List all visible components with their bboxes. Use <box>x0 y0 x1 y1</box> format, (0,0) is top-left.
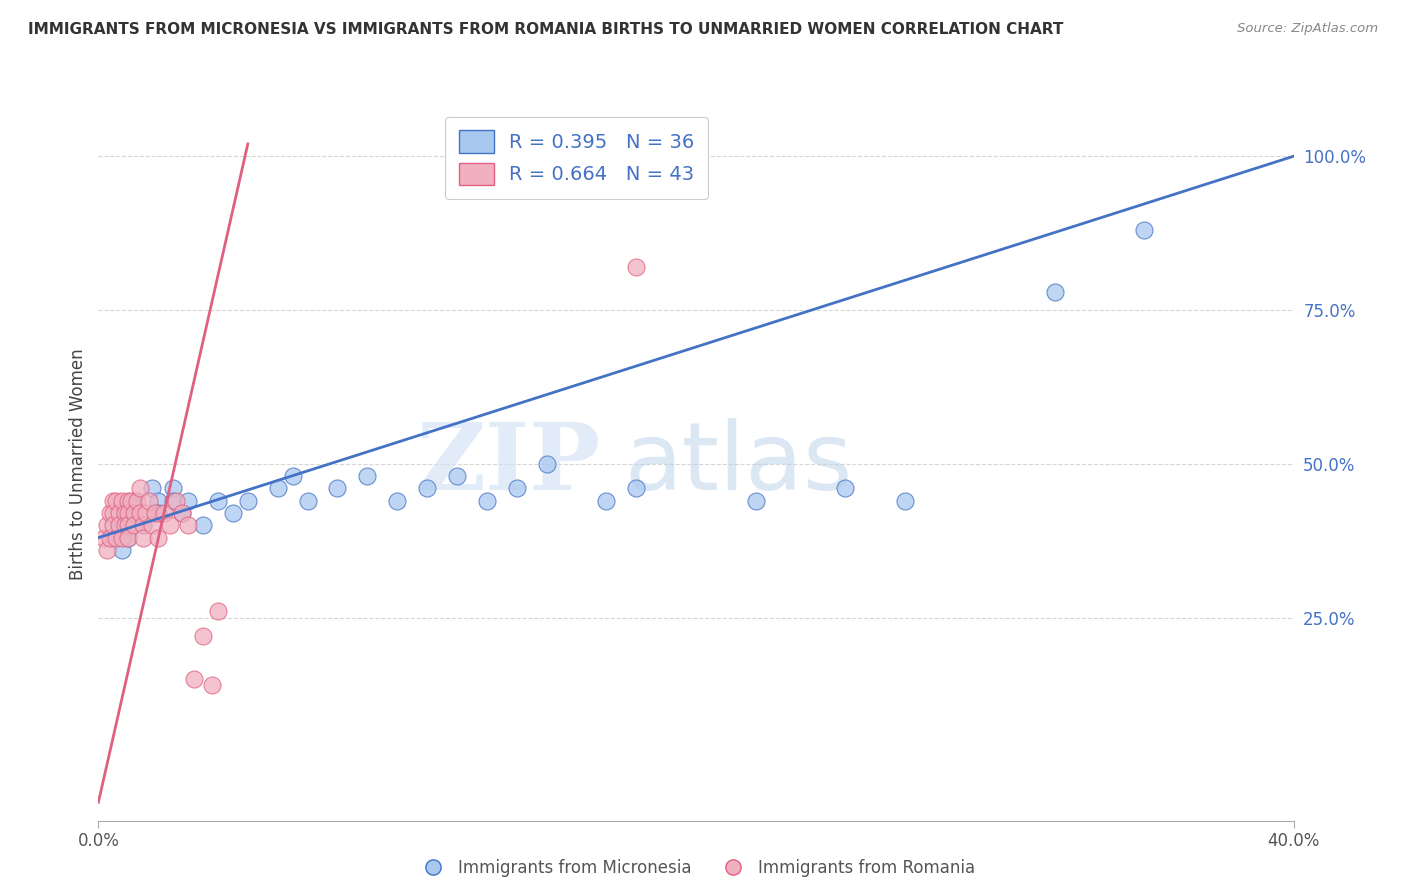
Point <box>98 531 122 545</box>
Point <box>111 531 134 545</box>
Point <box>129 482 152 496</box>
Point <box>222 506 245 520</box>
Point <box>385 493 409 508</box>
Point <box>114 506 136 520</box>
Point <box>105 531 128 545</box>
Text: atlas: atlas <box>624 417 852 510</box>
Point <box>135 506 157 520</box>
Point <box>108 506 131 520</box>
Point <box>165 493 187 508</box>
Point <box>153 506 176 520</box>
Point <box>117 506 139 520</box>
Point <box>416 482 439 496</box>
Point <box>120 493 142 508</box>
Point <box>105 493 128 508</box>
Legend: Immigrants from Micronesia, Immigrants from Romania: Immigrants from Micronesia, Immigrants f… <box>409 853 983 884</box>
Point <box>124 493 146 508</box>
Point <box>446 469 468 483</box>
Point <box>117 518 139 533</box>
Point <box>96 518 118 533</box>
Point <box>201 678 224 692</box>
Point <box>127 493 149 508</box>
Text: ZIP: ZIP <box>416 419 600 508</box>
Point <box>143 506 166 520</box>
Point <box>1043 285 1066 299</box>
Point <box>191 518 214 533</box>
Point <box>117 531 139 545</box>
Point <box>207 605 229 619</box>
Point <box>141 518 163 533</box>
Point <box>108 518 131 533</box>
Point <box>326 482 349 496</box>
Point <box>745 493 768 508</box>
Point <box>624 482 647 496</box>
Point <box>132 518 155 533</box>
Point <box>172 506 194 520</box>
Point <box>834 482 856 496</box>
Point <box>536 457 558 471</box>
Point <box>177 518 200 533</box>
Point <box>172 506 194 520</box>
Point <box>207 493 229 508</box>
Point <box>111 543 134 558</box>
Point <box>103 518 125 533</box>
Point <box>117 531 139 545</box>
Point <box>148 506 170 520</box>
Text: IMMIGRANTS FROM MICRONESIA VS IMMIGRANTS FROM ROMANIA BIRTHS TO UNMARRIED WOMEN : IMMIGRANTS FROM MICRONESIA VS IMMIGRANTS… <box>28 22 1063 37</box>
Point <box>103 506 125 520</box>
Point <box>267 482 290 496</box>
Point <box>162 482 184 496</box>
Point <box>356 469 378 483</box>
Point <box>117 493 139 508</box>
Point <box>141 482 163 496</box>
Point <box>132 531 155 545</box>
Point <box>159 518 181 533</box>
Point <box>475 493 498 508</box>
Point <box>191 629 214 643</box>
Point <box>894 493 917 508</box>
Point <box>595 493 617 508</box>
Point <box>132 518 155 533</box>
Point <box>506 482 529 496</box>
Point <box>297 493 319 508</box>
Point <box>111 493 134 508</box>
Point <box>624 260 647 274</box>
Point <box>93 531 115 545</box>
Point <box>162 493 184 508</box>
Point <box>148 493 170 508</box>
Point <box>129 506 152 520</box>
Point <box>98 506 122 520</box>
Point <box>124 506 146 520</box>
Point <box>114 518 136 533</box>
Point <box>117 506 139 520</box>
Text: Source: ZipAtlas.com: Source: ZipAtlas.com <box>1237 22 1378 36</box>
Point <box>103 493 125 508</box>
Point <box>96 543 118 558</box>
Point <box>148 531 170 545</box>
Point <box>1133 223 1156 237</box>
Point <box>138 493 160 508</box>
Point <box>183 672 205 686</box>
Point <box>124 518 146 533</box>
Point <box>108 518 131 533</box>
Point <box>103 531 125 545</box>
Y-axis label: Births to Unmarried Women: Births to Unmarried Women <box>69 348 87 580</box>
Point <box>177 493 200 508</box>
Point <box>236 493 259 508</box>
Point <box>281 469 304 483</box>
